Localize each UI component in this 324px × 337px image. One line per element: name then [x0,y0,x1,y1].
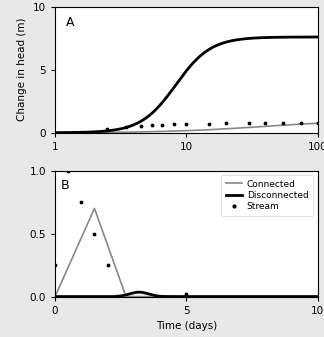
Y-axis label: Change in head (m): Change in head (m) [17,18,27,122]
Text: B: B [60,179,69,192]
Text: A: A [65,16,74,29]
Legend: Connected, Disconnected, Stream: Connected, Disconnected, Stream [222,175,313,216]
X-axis label: Time (days): Time (days) [156,321,217,331]
